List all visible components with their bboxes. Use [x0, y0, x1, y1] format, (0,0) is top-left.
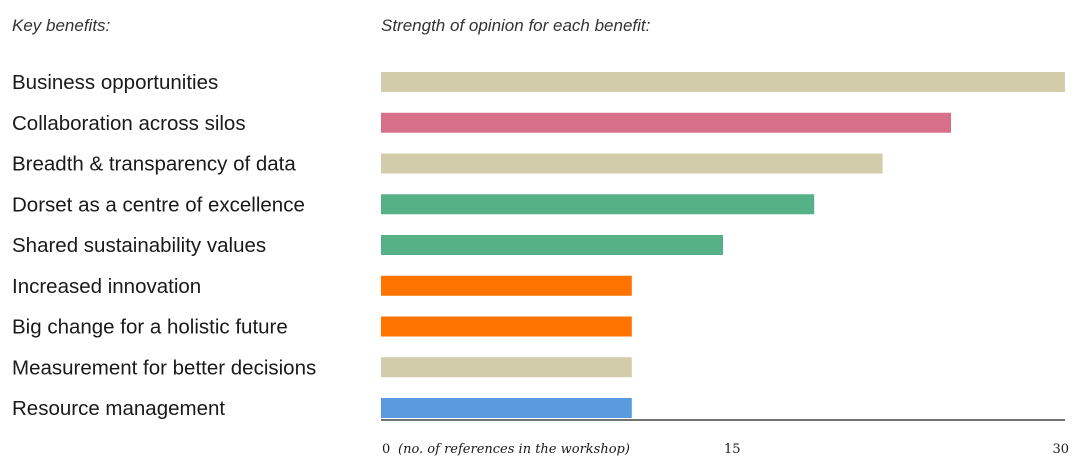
- bar: [381, 194, 815, 215]
- category-labels: Business opportunities Collaboration acro…: [12, 71, 316, 420]
- category-label: Measurement for better decisions: [12, 356, 316, 379]
- bar: [381, 112, 951, 133]
- category-label: Collaboration across silos: [12, 112, 246, 135]
- category-label: Business opportunities: [12, 71, 218, 94]
- category-label: Breadth & transparency of data: [12, 153, 296, 176]
- x-tick-label: 15: [724, 442, 741, 457]
- key-benefits-heading: Key benefits:: [12, 16, 111, 35]
- category-label: Resource management: [12, 397, 225, 420]
- bar: [381, 398, 632, 418]
- category-label: Big change for a holistic future: [12, 316, 288, 339]
- x-tick-label: 0: [382, 442, 390, 457]
- category-label: Dorset as a centre of excellence: [12, 193, 305, 216]
- bars: [381, 72, 1065, 418]
- bar: [381, 357, 632, 378]
- bar: [381, 275, 632, 296]
- x-axis: 0 15 30 (no. of references in the workshop): [381, 419, 1069, 457]
- bar: [381, 235, 723, 255]
- x-axis-note: (no. of references in the workshop): [398, 442, 630, 457]
- strength-of-opinion-heading: Strength of opinion for each benefit:: [381, 16, 651, 35]
- category-label: Increased innovation: [12, 275, 201, 298]
- bar: [381, 153, 883, 174]
- bar: [381, 316, 632, 337]
- x-tick-label: 30: [1052, 442, 1069, 457]
- bar: [381, 72, 1065, 92]
- category-label: Shared sustainability values: [12, 234, 266, 257]
